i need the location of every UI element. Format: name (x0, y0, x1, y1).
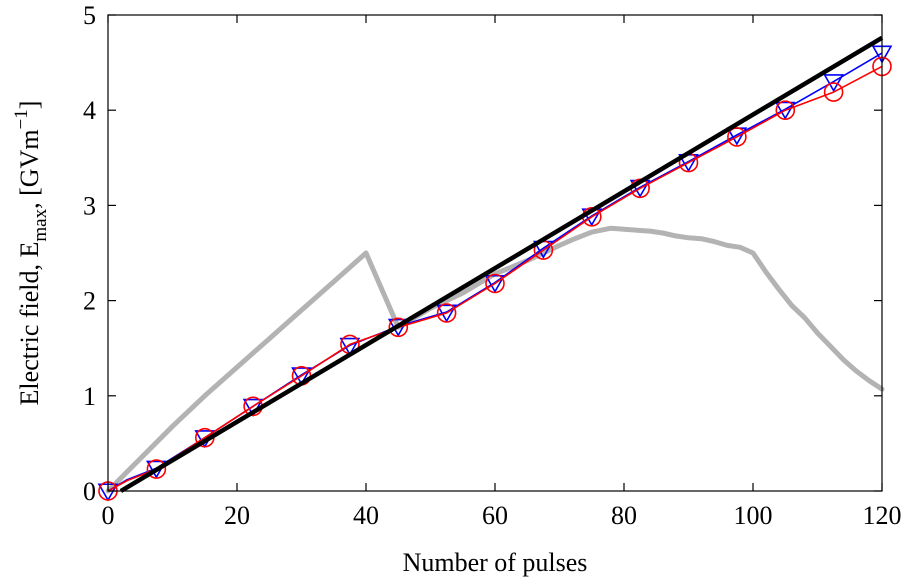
series-3-marker (388, 317, 409, 338)
y-tick-label: 0 (83, 477, 96, 506)
x-tick-label: 100 (734, 501, 773, 530)
series-1-line (105, 225, 885, 494)
x-tick-label: 0 (102, 501, 115, 530)
series-1 (105, 225, 885, 494)
y-axis-label-unit: , [GVm (15, 129, 44, 208)
x-tick-label: 20 (224, 501, 250, 530)
series-3-marker (727, 127, 747, 147)
y-axis-label-main: Electric field, E (15, 242, 44, 406)
y-tick-label: 1 (83, 382, 96, 411)
x-tick-label: 60 (482, 501, 508, 530)
y-tick-label: 3 (83, 191, 96, 220)
series-2-marker (484, 274, 506, 294)
y-tick-label: 5 (83, 1, 96, 30)
series-3-marker (485, 273, 505, 294)
series-3-marker (823, 82, 844, 102)
series-4 (119, 35, 884, 493)
y-tick-label: 2 (83, 287, 96, 316)
x-axis-label: Number of pulses (403, 548, 588, 577)
y-axis-label-sup: −1 (11, 109, 32, 129)
x-tick-label: 40 (353, 501, 379, 530)
plot-background (108, 15, 882, 491)
series-2-marker (291, 367, 312, 386)
series-layer (97, 35, 893, 502)
series-4-line (119, 35, 884, 493)
series-3-marker (775, 100, 796, 120)
series-3-marker (436, 303, 457, 323)
tick-layer: 0 20 40 60 80 100 120 0 1 2 3 4 5 (83, 1, 902, 530)
y-tick-label: 4 (83, 96, 96, 125)
series-2-marker (823, 74, 845, 93)
series-2-marker (774, 101, 796, 120)
series-2-marker (436, 304, 458, 323)
x-tick-label: 120 (863, 501, 902, 530)
y-axis-label-sub: max (30, 208, 51, 241)
y-axis-label-close: ] (15, 101, 44, 110)
y-axis-label: Electric field, Emax, [GVm−1] (11, 101, 51, 406)
x-tick-label: 80 (611, 501, 637, 530)
series-3-marker (146, 459, 167, 479)
